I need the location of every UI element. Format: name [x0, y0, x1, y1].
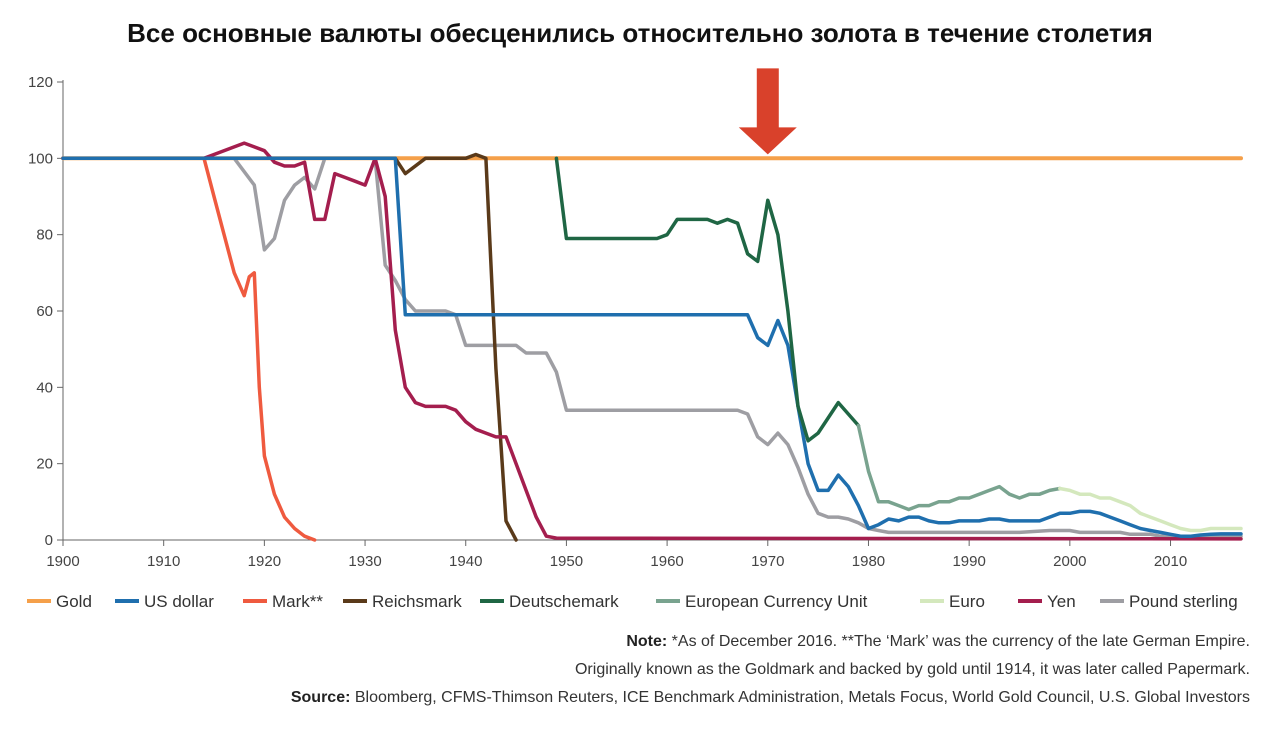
annotations [738, 68, 797, 155]
series-line-deutschemark [554, 156, 861, 443]
note-label: Note: [626, 633, 668, 650]
x-tick-label: 1920 [248, 553, 281, 570]
y-tick-label: 40 [36, 379, 53, 396]
x-tick-label: 2010 [1154, 553, 1187, 570]
x-tick-label: 1940 [449, 553, 482, 570]
source-label: Source: [290, 689, 351, 706]
series-line-yen [61, 141, 1243, 541]
y-tick-label: 80 [36, 227, 53, 244]
x-tick-label: 1990 [952, 553, 985, 570]
x-tick-label: 1970 [751, 553, 784, 570]
x-tick-label: 1980 [852, 553, 885, 570]
x-tick-label: 1950 [550, 553, 583, 570]
down-arrow-icon [738, 68, 797, 155]
source-text: Bloomberg, CFMS-Thimson Reuters, ICE Ben… [350, 689, 1250, 706]
x-tick-label: 1930 [348, 553, 381, 570]
y-tick-label: 100 [28, 150, 53, 167]
x-tick-label: 1910 [147, 553, 180, 570]
x-tick-label: 1900 [46, 553, 79, 570]
y-tick-label: 0 [45, 532, 53, 549]
series-lines [61, 141, 1243, 542]
axes: 0 20 40 60 80 100 120 1900 1910 1920 1930 1940 1950 1… [28, 74, 1241, 570]
note-line-2: Originally known as the Goldmark and bac… [10, 656, 1250, 684]
series-line-us-dollar [61, 156, 1243, 538]
x-tick-label: 2000 [1053, 553, 1086, 570]
chart-title: Все основные валюты обесценились относит… [127, 18, 1153, 48]
legend-label-european-currency-unit: European Currency Unit [685, 592, 868, 611]
legend-label-deutschemark: Deutschemark [509, 592, 619, 611]
legend-label-us-dollar: US dollar [144, 592, 214, 611]
series-line-reichsmark [383, 152, 518, 542]
y-tick-label: 60 [36, 303, 53, 320]
x-tick-label: 1960 [650, 553, 683, 570]
y-tick-label: 120 [28, 74, 53, 91]
series-line-pound-sterling [61, 156, 1243, 538]
series-line-euro [1058, 486, 1243, 533]
legend-label-yen: Yen [1047, 592, 1076, 611]
legend-label-pound-sterling: Pound sterling [1129, 592, 1238, 611]
note-line: Note: *As of December 2016. **The ‘Mark’… [10, 628, 1250, 656]
legend-label-euro: Euro [949, 592, 985, 611]
footnote: Note: *As of December 2016. **The ‘Mark’… [10, 628, 1250, 712]
legend: Gold US dollar Mark** Reichsmark Deutschemar… [27, 592, 1238, 611]
series-line-european-currency-unit [856, 423, 1062, 512]
note-text: *As of December 2016. **The ‘Mark’ was t… [667, 633, 1250, 650]
note-text-2: Originally known as the Goldmark and bac… [574, 661, 1250, 678]
y-tick-label: 20 [36, 456, 53, 473]
legend-label-mark: Mark** [272, 592, 323, 611]
source-line: Source: Bloomberg, CFMS-Thimson Reuters,… [10, 684, 1250, 712]
series-line-mark [61, 156, 317, 542]
legend-label-gold: Gold [56, 592, 92, 611]
legend-label-reichsmark: Reichsmark [372, 592, 462, 611]
